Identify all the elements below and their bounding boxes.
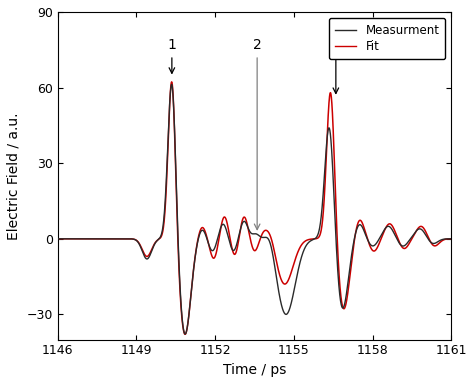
Legend: Measurment, Fit: Measurment, Fit — [329, 18, 446, 59]
Y-axis label: Electric Field / a.u.: Electric Field / a.u. — [7, 112, 21, 240]
X-axis label: Time / ps: Time / ps — [223, 363, 286, 377]
Text: 3: 3 — [331, 38, 340, 93]
Text: 1: 1 — [167, 38, 176, 73]
Text: 2: 2 — [253, 38, 262, 230]
